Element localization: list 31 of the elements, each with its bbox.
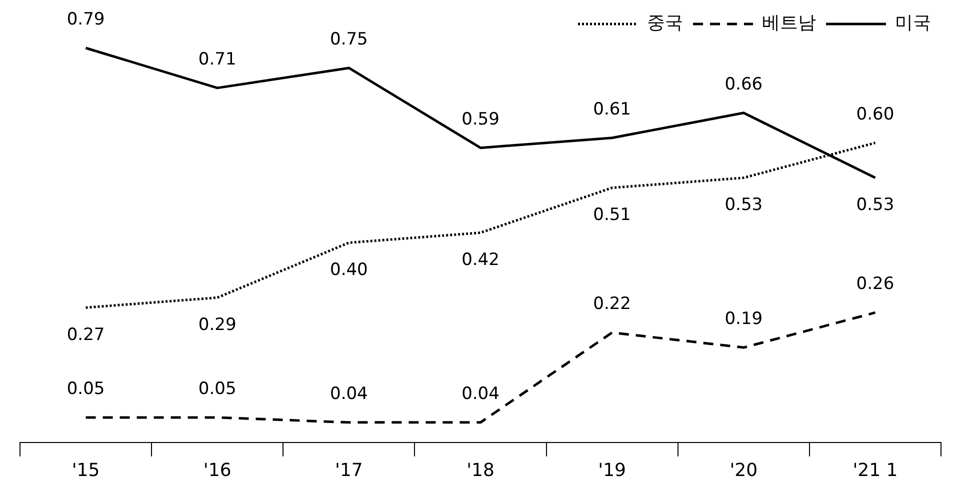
- data-label: 0.61: [593, 99, 631, 120]
- data-label: 0.26: [856, 274, 894, 294]
- data-label: 0.40: [330, 260, 368, 280]
- data-label: 0.05: [66, 378, 105, 399]
- data-label: 0.75: [330, 29, 368, 50]
- x-tick-label: '17: [335, 460, 363, 481]
- data-label: 0.60: [856, 104, 894, 124]
- data-label: 0.29: [198, 315, 236, 336]
- x-tick-label: '20: [730, 460, 758, 481]
- data-label: 0.66: [724, 74, 763, 94]
- x-tick-label: '15: [72, 460, 100, 481]
- x-tick-label: '18: [466, 460, 494, 481]
- data-label: 0.04: [330, 384, 368, 404]
- data-label: 0.53: [856, 195, 894, 216]
- data-label: 0.71: [198, 49, 236, 70]
- data-label: 0.22: [593, 294, 631, 314]
- data-label: 0.53: [724, 195, 763, 216]
- data-label: 0.51: [593, 205, 631, 226]
- x-tick-label: '16: [203, 460, 232, 481]
- data-label: 0.79: [66, 9, 105, 30]
- data-label: 0.59: [462, 109, 500, 130]
- x-tick-label: '21 1: [852, 460, 898, 481]
- data-label: 0.05: [198, 378, 236, 399]
- legend-label: 중국: [647, 12, 683, 34]
- data-label: 0.04: [462, 384, 500, 404]
- data-label: 0.19: [724, 308, 763, 329]
- legend-label: 미국: [895, 12, 931, 34]
- data-label: 0.27: [66, 325, 105, 346]
- data-label: 0.42: [462, 250, 500, 270]
- x-tick-label: '19: [598, 460, 626, 481]
- legend-label: 베트남: [762, 12, 816, 34]
